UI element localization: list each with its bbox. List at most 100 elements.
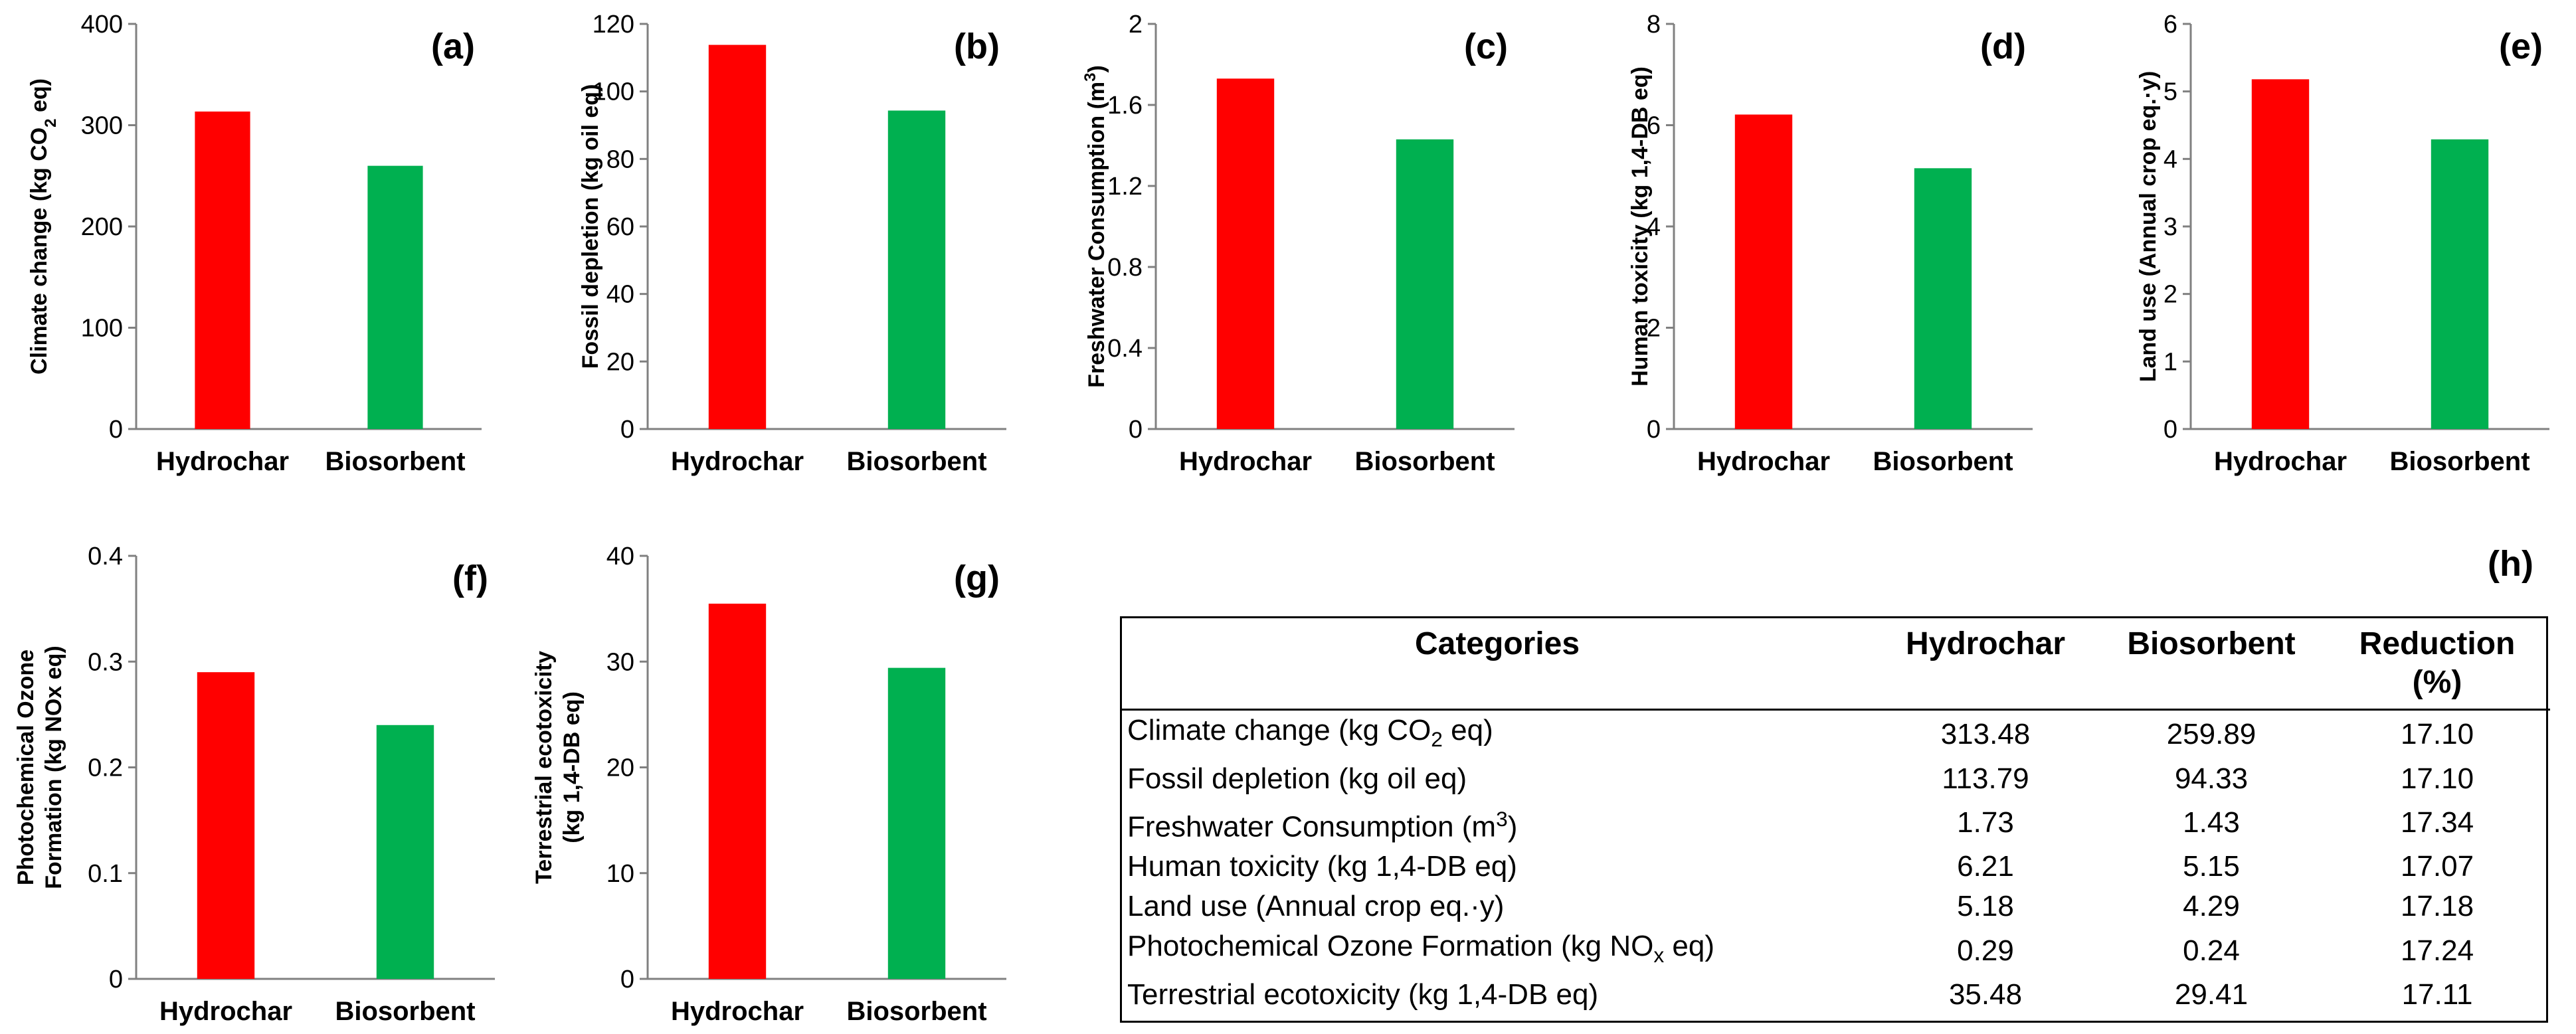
panel-label-h: (h) xyxy=(2488,544,2533,584)
y-tick-label: 0.2 xyxy=(88,754,123,782)
y-tick-label: 0.3 xyxy=(88,648,123,676)
cell-reduction: 17.10 xyxy=(2400,762,2474,795)
y-tick-label: 5 xyxy=(2163,78,2177,106)
bar-biosorbent xyxy=(1914,168,1972,429)
category-label: Hydrochar xyxy=(671,997,804,1026)
category-label: Biosorbent xyxy=(1873,447,2013,476)
table-header-row: Categories Hydrochar Biosorbent Reductio… xyxy=(1122,618,2550,711)
y-axis-label: Climate change (kg CO2 eq) xyxy=(27,78,60,375)
table-row: Land use (Annual crop eq.·y) 5.18 4.29 17.1… xyxy=(1122,887,2550,926)
cell-category: Human toxicity (kg 1,4-DB eq) xyxy=(1127,850,1517,883)
y-axis-label: Land use (Annual crop eq.·y) xyxy=(2136,71,2161,382)
y-tick-label: 0.4 xyxy=(1107,335,1143,363)
table-row: Terrestrial ecotoxicity (kg 1,4-DB eq) 35… xyxy=(1122,975,2550,1015)
bar-hydrochar xyxy=(1216,78,1275,430)
y-tick-label: 4 xyxy=(2163,145,2177,173)
y-tick-label: 0 xyxy=(109,966,123,993)
header-hydrochar: Hydrochar xyxy=(1873,618,2098,711)
category-label: Biosorbent xyxy=(2389,447,2530,476)
y-tick-label: 80 xyxy=(606,145,634,173)
y-axis-label: Photochemical Ozone xyxy=(13,649,39,885)
chart-freshwater-consumption: 0 0.4 0.8 1.2 1.6 2 Hydrochar Biosorbent (c) Fres… xyxy=(0,0,1548,498)
cell-reduction: 17.34 xyxy=(2400,806,2474,839)
y-tick-label: 0 xyxy=(620,966,634,993)
chart-terrestrial-ecotoxicity: 0 10 20 30 40 Hydrochar Biosorbent (g) Terrestri… xyxy=(0,0,1036,1034)
header-categories: Categories xyxy=(1122,618,1873,711)
cell-category: Land use (Annual crop eq.·y) xyxy=(1127,890,1505,923)
y-tick-label: 6 xyxy=(1647,112,1661,140)
panel-label: (d) xyxy=(1980,27,2026,66)
cell-hydrochar: 113.79 xyxy=(1942,762,2029,795)
cell-biosorbent: 259.89 xyxy=(2166,718,2256,751)
y-tick-label: 2 xyxy=(2163,281,2177,309)
panel-label: (g) xyxy=(954,559,1000,598)
panel-label: (a) xyxy=(431,27,475,66)
cell-hydrochar: 5.18 xyxy=(1957,890,2014,923)
y-tick-label: 20 xyxy=(606,754,634,782)
cell-category: Terrestrial ecotoxicity (kg 1,4-DB eq) xyxy=(1127,978,1599,1011)
header-reduction-unit: (%) xyxy=(2412,664,2462,700)
category-label: Hydrochar xyxy=(671,447,804,476)
category-label: Biosorbent xyxy=(325,447,465,476)
chart-photochemical-ozone: 0 0.1 0.2 0.3 0.4 Hydrochar Biosorbent (f) Photo… xyxy=(0,0,511,1034)
y-tick-label: 1.6 xyxy=(1107,92,1143,120)
table-row: Climate change (kg CO2 eq) 313.48 259.89 17… xyxy=(1122,710,2550,759)
table-row: Human toxicity (kg 1,4-DB eq) 6.21 5.15 17.… xyxy=(1122,847,2550,887)
cell-category: Freshwater Consumption (m3) xyxy=(1127,806,1518,843)
chart-fossil-depletion: 0 20 40 60 80 100 120 Hydrochar Biosorbent (b) Fos… xyxy=(0,0,1036,498)
y-tick-label: 400 xyxy=(81,11,123,39)
cell-reduction: 17.18 xyxy=(2400,890,2474,923)
cell-reduction: 17.11 xyxy=(2401,978,2473,1011)
cell-biosorbent: 5.15 xyxy=(2183,850,2240,883)
bar-biosorbent xyxy=(1396,139,1454,429)
y-tick-label: 100 xyxy=(593,78,634,106)
y-tick-label: 40 xyxy=(606,543,634,570)
cell-biosorbent: 4.29 xyxy=(2183,890,2240,923)
bar-hydrochar xyxy=(708,44,767,429)
cell-hydrochar: 6.21 xyxy=(1957,850,2014,883)
y-axis-label: Fossil depletion (kg oil eq) xyxy=(578,84,603,369)
cell-hydrochar: 0.29 xyxy=(1957,934,2014,967)
bar-hydrochar xyxy=(1734,114,1793,430)
cell-biosorbent: 29.41 xyxy=(2174,978,2249,1011)
category-label: Hydrochar xyxy=(159,997,292,1026)
y-tick-label: 200 xyxy=(81,213,123,241)
bar-biosorbent xyxy=(2431,139,2489,429)
header-biosorbent: Biosorbent xyxy=(2098,618,2324,711)
cell-biosorbent: 1.43 xyxy=(2183,806,2240,839)
y-axis-label: (kg 1,4-DB eq) xyxy=(559,691,585,843)
y-tick-label: 1.2 xyxy=(1107,173,1143,201)
chart-human-toxicity: 0 2 4 6 8 Hydrochar Biosorbent (d) Human toxicit… xyxy=(0,0,2059,498)
y-tick-label: 0.8 xyxy=(1107,254,1143,282)
header-reduction: Reduction (%) xyxy=(2324,618,2550,711)
category-label: Hydrochar xyxy=(1697,447,1830,476)
bar-hydrochar xyxy=(708,603,767,979)
category-label: Biosorbent xyxy=(846,997,986,1026)
y-tick-label: 1 xyxy=(2163,348,2177,376)
table-row: Photochemical Ozone Formation (kg NOx eq… xyxy=(1122,926,2550,975)
cell-reduction: 17.24 xyxy=(2400,934,2474,967)
y-tick-label: 10 xyxy=(606,860,634,888)
y-tick-label: 0.1 xyxy=(88,860,123,888)
cell-biosorbent: 0.24 xyxy=(2183,934,2240,967)
y-tick-label: 0 xyxy=(1647,416,1661,444)
y-tick-label: 0 xyxy=(620,416,634,444)
y-tick-label: 100 xyxy=(81,315,123,343)
y-tick-label: 4 xyxy=(1647,213,1661,241)
cell-category: Photochemical Ozone Formation (kg NOx eq… xyxy=(1127,930,1714,968)
y-tick-label: 3 xyxy=(2163,213,2177,241)
y-tick-label: 2 xyxy=(1129,11,1143,39)
bar-hydrochar xyxy=(197,672,255,979)
y-tick-label: 30 xyxy=(606,648,634,676)
y-tick-label: 40 xyxy=(606,281,634,309)
y-tick-label: 0 xyxy=(109,416,123,444)
category-label: Biosorbent xyxy=(1354,447,1495,476)
panel-label: (e) xyxy=(2499,27,2543,66)
y-tick-label: 2 xyxy=(1647,315,1661,343)
cell-category: Climate change (kg CO2 eq) xyxy=(1127,714,1493,751)
